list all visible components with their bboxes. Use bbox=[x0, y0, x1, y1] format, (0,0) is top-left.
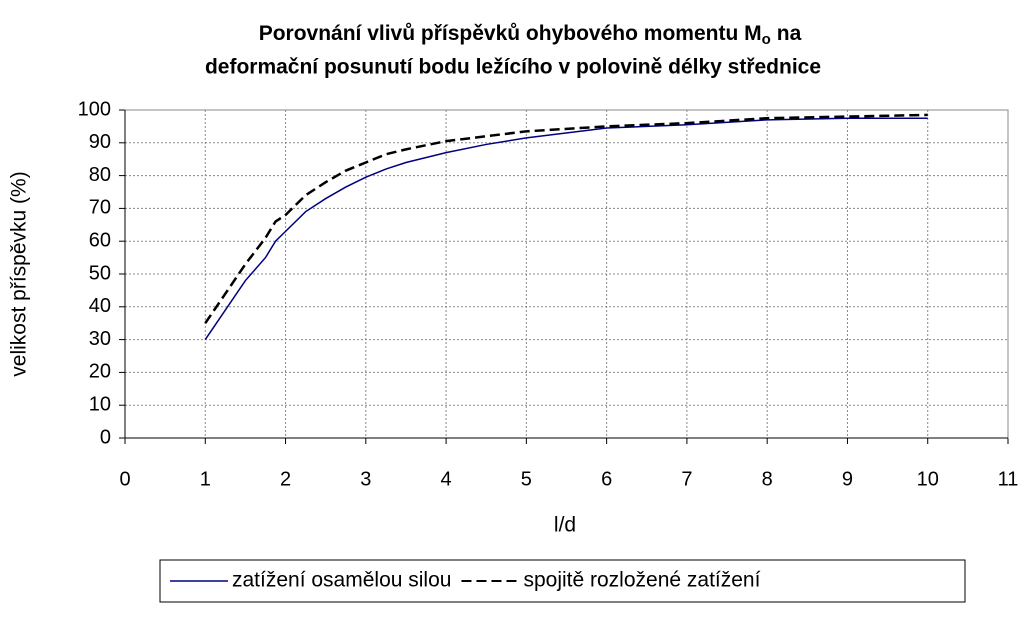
y-tick-label: 40 bbox=[89, 295, 111, 317]
x-tick-label: 5 bbox=[521, 468, 532, 490]
legend-label: spojitě rozložené zatížení bbox=[523, 569, 760, 592]
legend-box bbox=[159, 559, 966, 603]
y-tick-label: 100 bbox=[78, 98, 111, 120]
y-tick-label: 70 bbox=[89, 197, 111, 219]
x-tick-label: 0 bbox=[119, 468, 130, 490]
x-tick-label: 9 bbox=[842, 468, 853, 490]
y-tick-label: 0 bbox=[100, 426, 111, 448]
x-tick-label: 6 bbox=[601, 468, 612, 490]
chart-title: deformační posunutí bodu ležícího v polo… bbox=[205, 56, 821, 79]
y-tick-label: 80 bbox=[89, 164, 111, 186]
y-tick-label: 90 bbox=[89, 131, 111, 153]
y-tick-label: 20 bbox=[89, 361, 111, 383]
y-tick-label: 50 bbox=[89, 262, 111, 284]
chart-title: Porovnání vlivů příspěvků ohybového mome… bbox=[259, 22, 802, 48]
x-axis-label: l/d bbox=[554, 514, 576, 537]
x-tick-label: 10 bbox=[917, 468, 939, 490]
x-tick-label: 8 bbox=[762, 468, 773, 490]
legend-label: zatížení osamělou silou bbox=[232, 569, 451, 592]
series-line bbox=[204, 117, 928, 341]
series-line bbox=[204, 113, 928, 324]
x-tick-label: 11 bbox=[998, 468, 1019, 490]
x-tick-label: 1 bbox=[200, 468, 211, 490]
x-tick-label: 4 bbox=[441, 468, 452, 490]
x-tick-label: 2 bbox=[280, 468, 291, 490]
x-tick-label: 7 bbox=[681, 468, 692, 490]
y-tick-label: 10 bbox=[89, 393, 111, 415]
x-tick-label: 3 bbox=[360, 468, 371, 490]
y-axis-label: velikost příspěvku (%) bbox=[8, 171, 31, 376]
y-tick-label: 30 bbox=[89, 328, 111, 350]
y-tick-label: 60 bbox=[89, 229, 111, 251]
